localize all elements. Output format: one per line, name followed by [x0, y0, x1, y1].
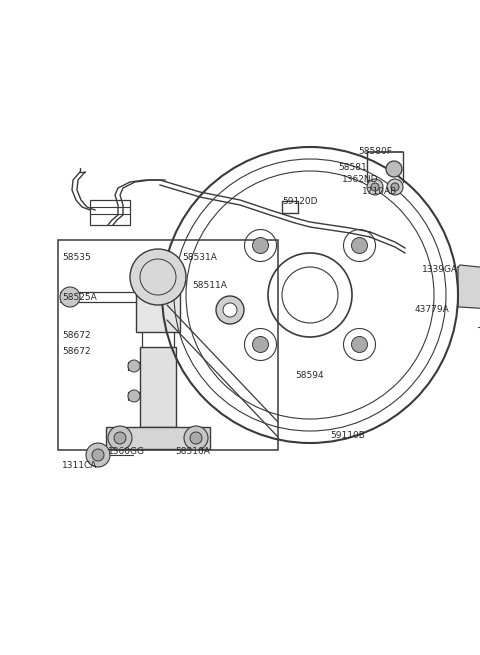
Circle shape	[351, 238, 368, 253]
Text: 58531A: 58531A	[182, 253, 217, 263]
Circle shape	[223, 303, 237, 317]
Bar	[90, 200, 130, 225]
Text: 58510A: 58510A	[175, 447, 210, 457]
Text: 1710AB: 1710AB	[362, 187, 397, 196]
Circle shape	[108, 426, 132, 450]
Circle shape	[92, 449, 104, 461]
Text: 1339GA: 1339GA	[422, 265, 458, 274]
Circle shape	[252, 238, 268, 253]
Text: 58581: 58581	[338, 164, 367, 172]
Text: 59110B: 59110B	[330, 430, 365, 440]
Circle shape	[351, 337, 368, 352]
Text: 58594: 58594	[295, 371, 324, 379]
Circle shape	[190, 432, 202, 444]
Circle shape	[371, 183, 379, 191]
Text: 58580F: 58580F	[358, 147, 392, 157]
Circle shape	[216, 296, 244, 324]
Circle shape	[391, 183, 399, 191]
Text: 58525A: 58525A	[62, 293, 97, 303]
Circle shape	[86, 443, 110, 467]
Bar	[140, 347, 176, 427]
Bar	[136, 277, 180, 332]
Circle shape	[128, 390, 140, 402]
Circle shape	[60, 287, 80, 307]
Bar	[58, 240, 278, 450]
Text: 1311CA: 1311CA	[62, 460, 97, 470]
Text: 1362ND: 1362ND	[342, 176, 379, 185]
Polygon shape	[458, 265, 480, 310]
Text: 58672: 58672	[62, 348, 91, 356]
Text: 58511A: 58511A	[192, 280, 227, 290]
Circle shape	[386, 161, 402, 177]
Text: 59120D: 59120D	[282, 198, 317, 206]
Circle shape	[367, 179, 383, 195]
Circle shape	[252, 337, 268, 352]
Text: 43779A: 43779A	[415, 305, 450, 314]
Circle shape	[130, 249, 186, 305]
Circle shape	[387, 179, 403, 195]
Circle shape	[128, 360, 140, 372]
Circle shape	[184, 426, 208, 450]
Circle shape	[114, 432, 126, 444]
Text: 58535: 58535	[62, 253, 91, 263]
Text: 58672: 58672	[62, 331, 91, 339]
Text: 1360GG: 1360GG	[108, 447, 145, 457]
Bar	[106, 427, 210, 449]
